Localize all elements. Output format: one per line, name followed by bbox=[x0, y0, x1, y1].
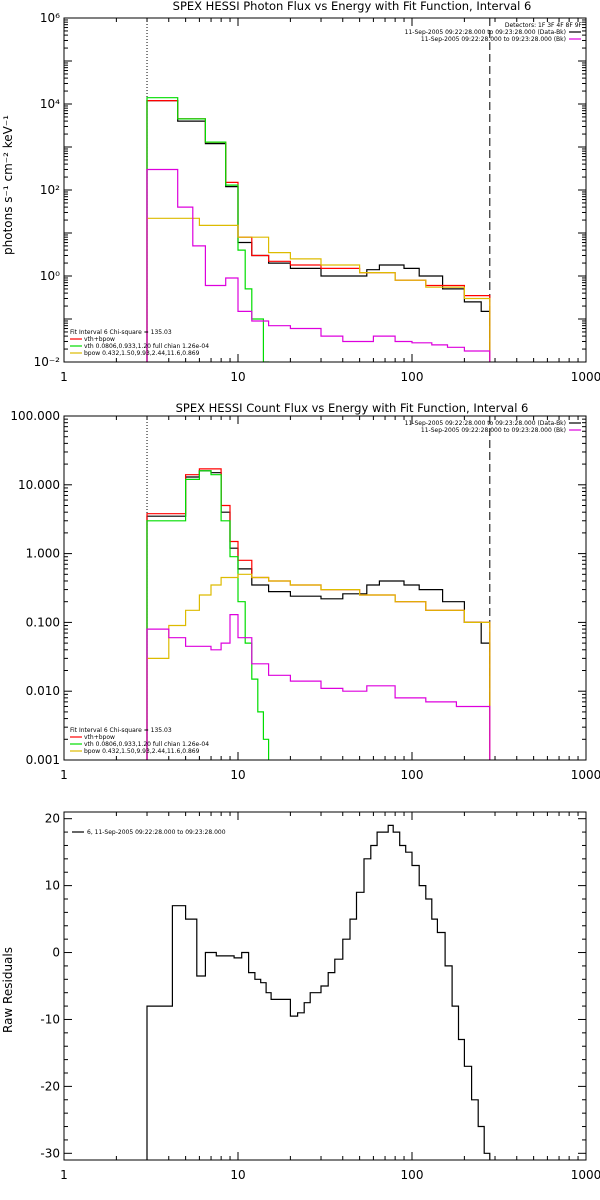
series-group bbox=[146, 97, 491, 362]
count-flux-panel: SPEX HESSI Count Flux vs Energy with Fit… bbox=[10, 401, 600, 782]
legend-header: Detectors: 1F 3F 4F 8F 9F bbox=[505, 22, 583, 29]
legend-entry: vth 0.0806,0.933,1.20 full chian 1.26e-0… bbox=[84, 343, 209, 350]
legend-entry: 6, 11-Sep-2005 09:22:28.000 to 09:23:28.… bbox=[87, 829, 226, 836]
x-tick-label: 10 bbox=[230, 1168, 245, 1182]
y-tick-label: 10⁶ bbox=[40, 11, 60, 25]
legend-entry: vth+bpow bbox=[84, 734, 115, 741]
fit-info: Fit Interval 6 Chi-square = 135.03 bbox=[70, 727, 172, 734]
y-tick-label: -10 bbox=[40, 1012, 60, 1026]
legend-entry: 11-Sep-2005 09:22:28.000 to 09:23:28.000… bbox=[421, 36, 566, 43]
plot-frame bbox=[63, 415, 587, 761]
y-tick-label: 10.000 bbox=[18, 478, 60, 492]
residuals-panel: Raw Residuals 1 10 100 1000 -30 -20 -10 0 10 20 6,… bbox=[1, 811, 600, 1182]
series-line-2 bbox=[146, 97, 270, 362]
legend-entry: 11-Sep-2005 09:22:28.000 to 09:23:28.000… bbox=[405, 29, 566, 36]
plot-frame bbox=[63, 811, 587, 1161]
y-tick-label: 10² bbox=[40, 183, 60, 197]
y-tick-label: 100.000 bbox=[10, 409, 60, 423]
y-tick-label: 10⁰ bbox=[40, 269, 60, 283]
count-flux-title: SPEX HESSI Count Flux vs Energy with Fit… bbox=[176, 401, 529, 415]
x-tick-label: 100 bbox=[401, 370, 424, 384]
x-tick-label: 1 bbox=[60, 768, 68, 782]
y-tick-label: 10 bbox=[45, 879, 60, 893]
series-line-4 bbox=[146, 168, 491, 362]
y-tick-label: 10⁴ bbox=[40, 97, 60, 111]
x-tick-label: 1 bbox=[60, 1168, 68, 1182]
x-tick-label: 10 bbox=[230, 768, 245, 782]
y-tick-label: 0 bbox=[52, 946, 60, 960]
x-tick-label: 1000 bbox=[571, 768, 600, 782]
series-line-0 bbox=[146, 470, 491, 760]
series-line-0 bbox=[146, 824, 491, 1160]
photon-flux-title: SPEX HESSI Photon Flux vs Energy with Fi… bbox=[173, 0, 532, 13]
y-tick-label: 20 bbox=[45, 812, 60, 826]
x-tick-label: 10 bbox=[230, 370, 245, 384]
series-line-3 bbox=[146, 217, 491, 362]
series-line-4 bbox=[146, 614, 491, 760]
x-tick-label: 1000 bbox=[571, 1168, 600, 1182]
x-tick-label: 1000 bbox=[571, 370, 600, 384]
residuals-ylabel: Raw Residuals bbox=[1, 947, 15, 1033]
photon-flux-panel: SPEX HESSI Photon Flux vs Energy with Fi… bbox=[1, 0, 600, 384]
series-line-1 bbox=[146, 468, 491, 760]
y-tick-label: 0.010 bbox=[26, 684, 60, 698]
y-tick-label: 1.000 bbox=[26, 547, 60, 561]
y-tick-label: -20 bbox=[40, 1079, 60, 1093]
y-tick-label: 0.001 bbox=[26, 753, 60, 767]
legend-entry: vth+bpow bbox=[84, 336, 115, 343]
x-tick-label: 100 bbox=[401, 1168, 424, 1182]
legend-entry: vth 0.0806,0.933,1.20 full chian 1.26e-0… bbox=[84, 741, 209, 748]
y-tick-label: -30 bbox=[40, 1146, 60, 1160]
x-tick-label: 100 bbox=[401, 768, 424, 782]
series-group bbox=[146, 468, 491, 760]
series-line-0 bbox=[146, 100, 491, 362]
fit-info: Fit Interval 6 Chi-square = 135.03 bbox=[70, 329, 172, 336]
y-tick-label: 10⁻² bbox=[34, 355, 61, 369]
legend-entry: bpow 0.432,1.50,9.93,2.44,11.6,0.869 bbox=[84, 350, 200, 357]
legend-entry: 11-Sep-2005 09:22:28.000 to 09:23:28.000… bbox=[421, 427, 566, 434]
series-group bbox=[146, 824, 491, 1160]
series-line-2 bbox=[146, 470, 270, 760]
x-tick-label: 1 bbox=[60, 370, 68, 384]
legend-entry: bpow 0.432,1.50,9.93,2.44,11.6,0.869 bbox=[84, 748, 200, 755]
y-tick-label: 0.100 bbox=[26, 615, 60, 629]
series-line-1 bbox=[146, 100, 491, 362]
legend-entry: 11-Sep-2005 09:22:28.000 to 09:23:28.000… bbox=[405, 420, 566, 427]
plot-frame bbox=[63, 17, 587, 363]
photon-flux-ylabel: photons s⁻¹ cm⁻² keV⁻¹ bbox=[1, 115, 15, 255]
series-line-3 bbox=[146, 573, 491, 760]
